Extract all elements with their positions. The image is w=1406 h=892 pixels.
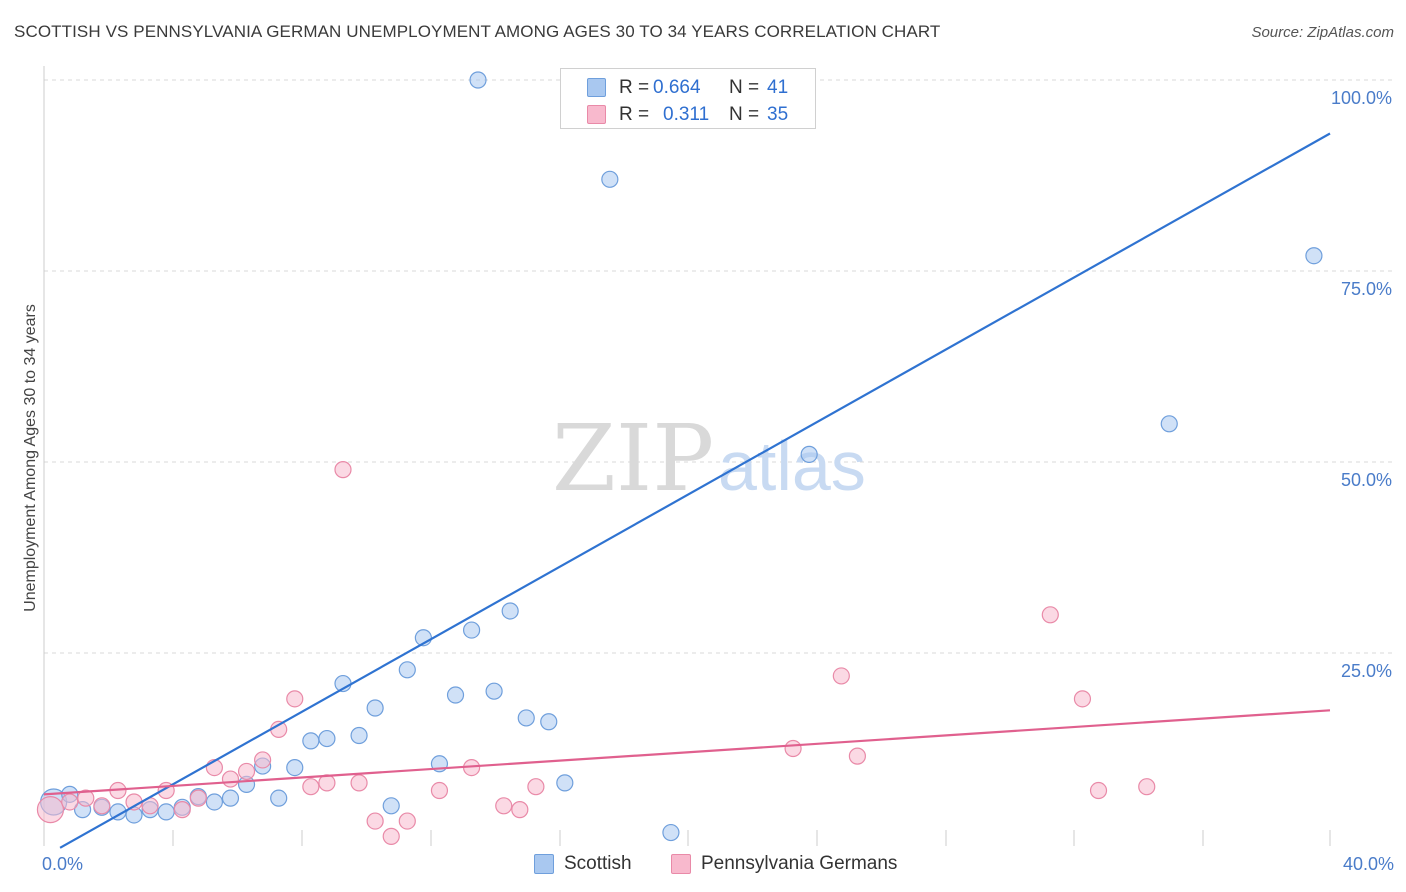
scottish-point <box>446 686 465 704</box>
legend-swatch-scottish <box>534 854 554 874</box>
penn-point <box>286 690 304 708</box>
scottish-point <box>1160 415 1178 433</box>
penn-point <box>1089 781 1108 800</box>
scottish-point <box>469 71 487 89</box>
scottish-point <box>157 803 175 821</box>
penn-point <box>784 739 802 758</box>
y-tick-label: 75.0% <box>1341 279 1392 299</box>
trend-layer <box>43 132 1331 849</box>
points-layer <box>36 71 1323 845</box>
scottish-point <box>318 729 336 748</box>
scottish-point <box>270 789 288 807</box>
penn-point <box>221 770 240 788</box>
y-tick-label: 50.0% <box>1341 470 1392 490</box>
penn-trend-line <box>43 709 1331 796</box>
legend-n-value: 35 <box>767 104 789 125</box>
penn-point <box>1041 606 1059 624</box>
scottish-point <box>462 621 481 639</box>
penn-point <box>350 774 368 792</box>
scottish-point <box>382 797 400 815</box>
scottish-point <box>501 602 519 620</box>
penn-point <box>36 796 65 824</box>
penn-point <box>93 797 111 815</box>
penn-point <box>366 812 384 830</box>
scottish-point <box>601 170 619 188</box>
penn-point <box>1073 690 1092 708</box>
scottish-point <box>398 661 416 679</box>
penn-point <box>254 751 272 769</box>
legend-swatch-penn <box>587 105 606 124</box>
scottish-point <box>205 793 223 811</box>
scottish-point <box>302 732 320 750</box>
legend-n-value: 41 <box>767 77 789 98</box>
scottish-point <box>1305 247 1323 265</box>
penn-point <box>398 812 416 830</box>
penn-point <box>173 801 191 819</box>
scottish-point <box>556 774 574 792</box>
legend-n-label: N = <box>729 104 760 125</box>
legend-label-penn: Pennsylvania Germans <box>701 853 898 874</box>
legend-r-value: 0.311 <box>663 104 710 125</box>
x-tick-label: 0.0% <box>42 854 83 874</box>
grid-layer <box>44 79 1392 654</box>
legend-r-label: R = <box>619 104 650 125</box>
penn-point <box>382 827 400 845</box>
penn-point <box>237 762 256 781</box>
y-tick-label: 100.0% <box>1331 88 1392 108</box>
source-label: Source: ZipAtlas.com <box>1251 24 1394 41</box>
penn-point <box>77 789 95 807</box>
correlation-legend: R = 0.664 N = 41 R = 0.311 N = 35 <box>560 68 816 129</box>
x-tick-label: 40.0% <box>1343 854 1394 874</box>
axis-layer: 25.0% 50.0% 75.0% 100.0% 0.0% 40.0% <box>42 66 1394 874</box>
legend-r-value: 0.664 <box>653 77 701 98</box>
legend-row-penn: R = 0.311 N = 35 <box>561 102 815 128</box>
penn-point <box>527 778 545 796</box>
legend-item-scottish[interactable]: Scottish <box>534 852 632 876</box>
penn-point <box>832 667 850 685</box>
chart-title: SCOTTISH VS PENNSYLVANIA GERMAN UNEMPLOY… <box>14 22 941 41</box>
legend-r-label: R = <box>619 77 650 98</box>
scottish-point <box>221 789 240 807</box>
scottish-point <box>485 682 503 700</box>
scottish-point <box>540 713 558 731</box>
penn-point <box>495 797 513 815</box>
legend-swatch-penn <box>671 854 691 874</box>
y-tick-label: 25.0% <box>1341 661 1392 681</box>
scottish-point <box>286 758 304 777</box>
scottish-trend-line <box>59 132 1331 849</box>
scottish-point <box>662 823 680 842</box>
penn-point <box>1138 778 1156 796</box>
legend-row-scottish: R = 0.664 N = 41 <box>561 75 815 101</box>
series-legend: Scottish Pennsylvania Germans <box>0 852 1406 878</box>
penn-point <box>334 461 352 479</box>
penn-point <box>848 747 866 765</box>
scottish-point <box>800 445 818 463</box>
scottish-point <box>517 709 535 727</box>
watermark-atlas: atlas <box>718 427 866 505</box>
legend-label-scottish: Scottish <box>564 853 632 874</box>
penn-point <box>511 801 529 819</box>
legend-n-label: N = <box>729 77 760 98</box>
scottish-point <box>366 699 384 717</box>
scottish-point <box>350 726 368 745</box>
penn-point <box>61 793 79 811</box>
legend-item-penn[interactable]: Pennsylvania Germans <box>671 852 897 876</box>
legend-swatch-scottish <box>587 78 606 97</box>
watermark-zip: ZIP <box>552 405 714 512</box>
penn-point <box>302 778 320 796</box>
penn-point <box>189 789 207 807</box>
penn-point <box>430 781 449 800</box>
y-axis-label: Unemployment Among Ages 30 to 34 years <box>22 304 39 612</box>
